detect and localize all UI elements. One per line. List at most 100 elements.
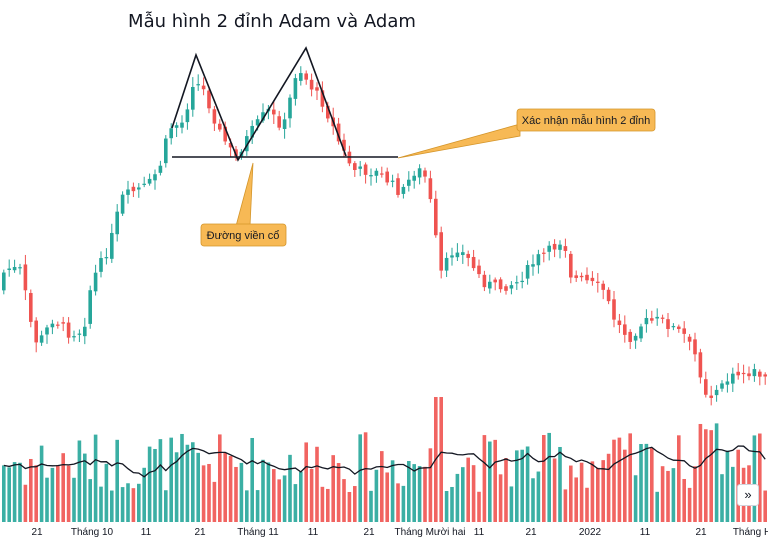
volume-bar bbox=[191, 442, 195, 522]
volume-bar bbox=[336, 463, 341, 522]
candle bbox=[223, 121, 227, 145]
volume-bar bbox=[493, 439, 497, 522]
volume-bar bbox=[644, 443, 649, 522]
candle-body bbox=[450, 255, 454, 258]
candle bbox=[185, 103, 190, 130]
candle-body bbox=[417, 168, 422, 178]
candle bbox=[93, 264, 98, 296]
volume-bar bbox=[29, 458, 33, 522]
scroll-to-latest-button[interactable]: » bbox=[737, 484, 759, 506]
candle-body bbox=[423, 170, 427, 177]
volume-bar bbox=[428, 448, 433, 522]
candle-body bbox=[115, 211, 119, 235]
candle-body bbox=[110, 232, 114, 259]
candle-body bbox=[617, 320, 622, 326]
candle-body bbox=[493, 279, 497, 283]
volume-bar bbox=[450, 486, 454, 522]
volume-bar bbox=[417, 466, 422, 522]
candle-body bbox=[353, 163, 357, 170]
candle bbox=[569, 250, 573, 284]
candlesticks bbox=[2, 66, 767, 406]
volume-bar bbox=[374, 469, 379, 522]
candle bbox=[18, 263, 22, 275]
candle-body bbox=[23, 264, 28, 291]
volume-bar bbox=[461, 467, 465, 522]
candle bbox=[747, 366, 751, 381]
candle-body bbox=[99, 258, 103, 272]
candle bbox=[72, 330, 76, 342]
volume-bar bbox=[542, 435, 546, 522]
volume-bar bbox=[444, 490, 449, 522]
candle-body bbox=[412, 175, 416, 181]
candle bbox=[56, 321, 60, 329]
volume-bar bbox=[358, 434, 362, 522]
confirmation-callout-box bbox=[516, 108, 656, 132]
candle bbox=[709, 385, 713, 406]
candle-body bbox=[201, 85, 206, 90]
volume-bar bbox=[385, 472, 389, 522]
candle-body bbox=[342, 139, 346, 151]
candle bbox=[482, 270, 487, 292]
volume-bar bbox=[137, 483, 141, 522]
confirmation-callout: Xác nhận mẫu hình 2 đỉnh bbox=[397, 108, 656, 159]
volume-bar bbox=[347, 491, 352, 522]
candle bbox=[201, 77, 206, 96]
candle bbox=[363, 162, 368, 184]
candle bbox=[628, 329, 632, 350]
volume-bar bbox=[7, 467, 11, 522]
volume-moving-average-line bbox=[3, 445, 766, 478]
candle-body bbox=[574, 275, 578, 278]
candle bbox=[39, 330, 44, 346]
candle-body bbox=[12, 266, 17, 271]
candle-body bbox=[709, 395, 713, 398]
candle-body bbox=[763, 374, 767, 377]
volume-bar bbox=[655, 491, 659, 522]
volume-bar bbox=[110, 490, 114, 522]
volume-bar bbox=[282, 475, 287, 522]
volume-bar bbox=[579, 462, 584, 522]
candle bbox=[61, 316, 65, 332]
candle-body bbox=[401, 186, 406, 194]
candle bbox=[660, 314, 665, 324]
double-top-pattern-lines bbox=[171, 46, 398, 162]
candle-body bbox=[623, 324, 627, 335]
candle-body bbox=[196, 84, 200, 86]
candle bbox=[277, 110, 281, 131]
candle-body bbox=[725, 381, 730, 385]
x-tick-label: Tháng 11 bbox=[237, 527, 279, 538]
x-tick-label: 21 bbox=[194, 527, 206, 538]
volume-bar bbox=[164, 490, 168, 522]
candle bbox=[245, 130, 249, 156]
volume-bar bbox=[606, 453, 611, 522]
candle bbox=[207, 88, 211, 114]
confirmation-callout-pointer bbox=[397, 123, 521, 159]
candle-body bbox=[320, 90, 325, 107]
candle-body bbox=[666, 319, 670, 329]
candle-body bbox=[660, 317, 665, 319]
candle-body bbox=[120, 194, 125, 214]
candle bbox=[504, 284, 508, 295]
volume-bar bbox=[482, 435, 487, 522]
candle-body bbox=[677, 326, 681, 329]
x-tick-label: 11 bbox=[141, 527, 152, 538]
candle-body bbox=[482, 274, 487, 288]
candle bbox=[353, 161, 357, 177]
candle-body bbox=[88, 290, 92, 324]
volume-bar bbox=[180, 433, 184, 522]
candle bbox=[23, 254, 28, 301]
candle-body bbox=[174, 125, 179, 128]
volume-bar bbox=[115, 439, 119, 522]
candle-body bbox=[315, 87, 319, 91]
candle-body bbox=[72, 336, 76, 338]
x-tick-label: Tháng H bbox=[733, 527, 768, 538]
candle-body bbox=[45, 327, 49, 335]
candle-body bbox=[93, 272, 98, 292]
volume-bar bbox=[299, 471, 303, 522]
candle-body bbox=[731, 373, 735, 384]
volume-bar bbox=[439, 397, 443, 522]
candle bbox=[677, 324, 681, 333]
candle bbox=[342, 133, 346, 158]
candle bbox=[218, 119, 222, 132]
candle bbox=[385, 167, 389, 186]
candle-body bbox=[520, 280, 524, 283]
